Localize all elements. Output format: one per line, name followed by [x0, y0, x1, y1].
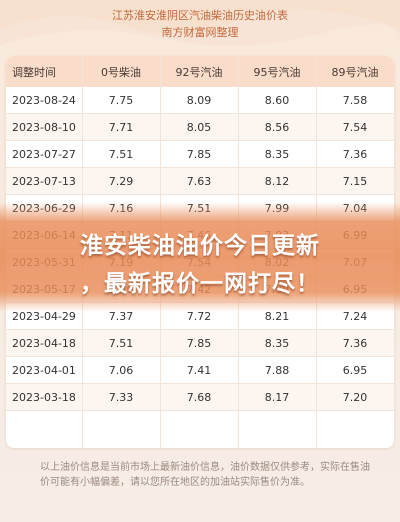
date-cell: 2023-04-18 [12, 336, 76, 350]
gasoline-92-cell: 7.68 [186, 390, 212, 404]
diesel-0-cell: 7.75 [108, 93, 134, 107]
gasoline-95-cell: 8.56 [264, 120, 290, 134]
diesel-0-cell: 7.51 [108, 336, 134, 350]
table-row: 2023-03-18 7.33 7.68 8.17 7.20 [6, 384, 394, 411]
gasoline-92-cell: 8.05 [186, 120, 212, 134]
table-row: 2023-08-24 7.75 8.09 8.60 7.58 [6, 87, 394, 114]
column-header-gasoline-89: 89号汽油 [331, 65, 379, 79]
column-header-gasoline-92: 92号汽油 [175, 65, 223, 79]
date-cell: 2023-07-27 [12, 147, 76, 161]
gasoline-92-cell: 7.63 [186, 174, 212, 188]
diesel-0-cell: 7.71 [108, 120, 134, 134]
gasoline-92-cell: 7.85 [186, 336, 212, 350]
column-header-gasoline-95: 95号汽油 [253, 65, 301, 79]
gasoline-89-cell: 7.36 [342, 336, 368, 350]
gasoline-95-cell: 8.17 [264, 390, 290, 404]
gasoline-89-cell: 6.95 [342, 363, 368, 377]
date-cell: 2023-04-01 [12, 363, 76, 377]
gasoline-89-cell: 7.58 [342, 93, 368, 107]
gasoline-95-cell: 8.35 [264, 336, 290, 350]
headline-banner [0, 202, 400, 312]
headline-line-1: 淮安柴油油价今日更新 [80, 233, 320, 259]
gasoline-95-cell: 8.60 [264, 93, 290, 107]
gasoline-89-cell: 7.20 [342, 390, 368, 404]
table-row: 2023-07-27 7.51 7.85 8.35 7.36 [6, 141, 394, 168]
date-cell: 2023-08-24 [12, 93, 76, 107]
gasoline-95-cell: 8.12 [264, 174, 290, 188]
price-table: 调整时间 0号柴油 92号汽油 95号汽油 89号汽油 2023-08-24 7.… [6, 56, 394, 448]
gasoline-92-cell: 8.09 [186, 93, 212, 107]
diesel-0-cell: 7.29 [108, 174, 134, 188]
table-row: 2023-04-01 7.06 7.41 7.88 6.95 [6, 357, 394, 384]
gasoline-92-cell: 7.41 [186, 363, 212, 377]
gasoline-92-cell: 7.72 [186, 309, 212, 323]
table-header: 调整时间 0号柴油 92号汽油 95号汽油 89号汽油 [6, 56, 394, 87]
date-cell: 2023-07-13 [12, 174, 76, 188]
header: 江苏淮安淮阴区汽油柴油历史油价表 南方财富网整理 [0, 8, 400, 41]
column-header-diesel-0: 0号柴油 [101, 65, 141, 79]
page-title: 江苏淮安淮阴区汽油柴油历史油价表 [112, 9, 288, 22]
source-label: 南方财富网整理 [161, 26, 239, 39]
diesel-0-cell: 7.51 [108, 147, 134, 161]
table-row: 2023-07-13 7.29 7.63 8.12 7.15 [6, 168, 394, 195]
gasoline-95-cell: 8.21 [264, 309, 290, 323]
gasoline-95-cell: 8.35 [264, 147, 290, 161]
diesel-0-cell: 7.33 [108, 390, 134, 404]
gasoline-89-cell: 7.36 [342, 147, 368, 161]
table-row: 2023-08-10 7.71 8.05 8.56 7.54 [6, 114, 394, 141]
gasoline-89-cell: 7.54 [342, 120, 368, 134]
gasoline-95-cell: 7.88 [264, 363, 290, 377]
diesel-0-cell: 7.06 [108, 363, 134, 377]
disclaimer-text: 以上油价信息是当前市场上最新油价信息，油价数据仅供参考，实际在售油价可能有小幅偏… [40, 462, 370, 488]
gasoline-92-cell: 7.85 [186, 147, 212, 161]
date-cell: 2023-08-10 [12, 120, 76, 134]
date-cell: 2023-03-18 [12, 390, 76, 404]
table-row: 2023-04-29 7.37 7.72 8.21 7.24 [6, 303, 394, 330]
date-cell: 2023-04-29 [12, 309, 76, 323]
table-row: 2023-04-18 7.51 7.85 8.35 7.36 [6, 330, 394, 357]
headline-line-2: ，最新报价一网打尽！ [80, 271, 320, 297]
column-header-date: 调整时间 [12, 65, 56, 79]
gasoline-89-cell: 7.15 [342, 174, 368, 188]
decorative-wave [0, 0, 400, 47]
gasoline-89-cell: 7.24 [342, 309, 368, 323]
diesel-0-cell: 7.37 [108, 309, 134, 323]
